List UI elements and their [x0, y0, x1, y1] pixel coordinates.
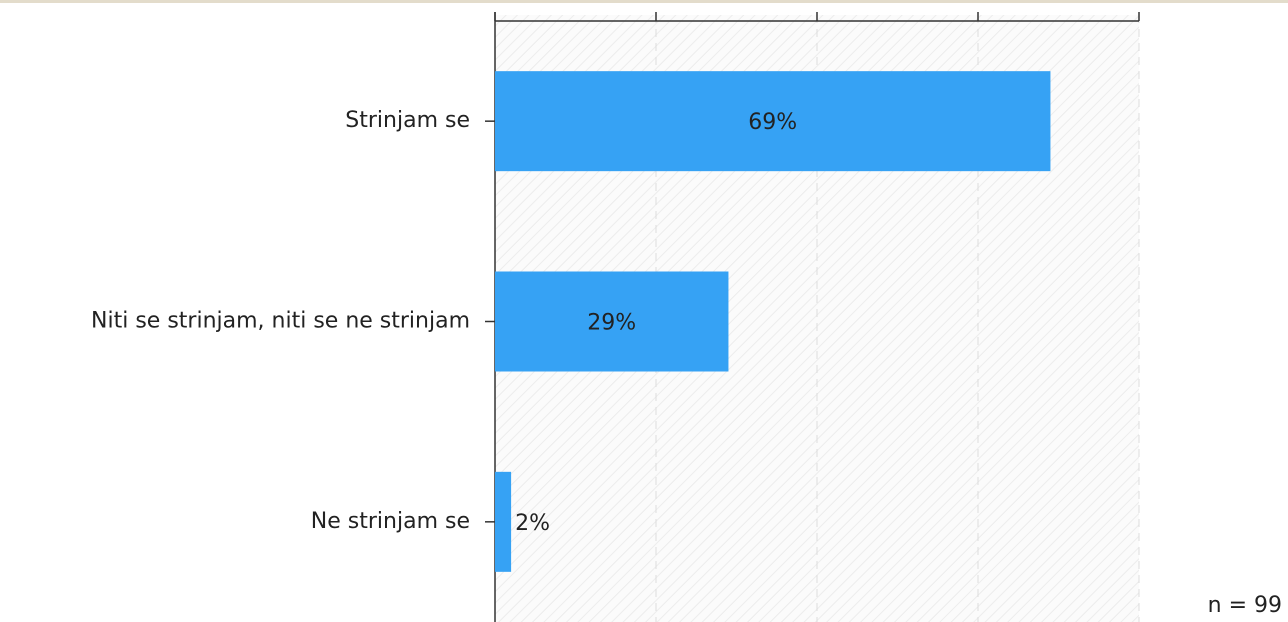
value-label: 29%	[587, 311, 636, 336]
y-tick-label: Ne strinjam se	[311, 509, 470, 534]
y-tick-label: Strinjam se	[345, 108, 470, 133]
bar	[495, 271, 729, 372]
sample-size: n = 99	[1208, 593, 1282, 618]
value-label: 69%	[748, 110, 797, 135]
bar	[495, 71, 1051, 172]
value-label: 2%	[515, 511, 550, 536]
bar	[495, 471, 512, 572]
y-tick-label: Niti se strinjam, niti se ne strinjam	[91, 309, 470, 334]
